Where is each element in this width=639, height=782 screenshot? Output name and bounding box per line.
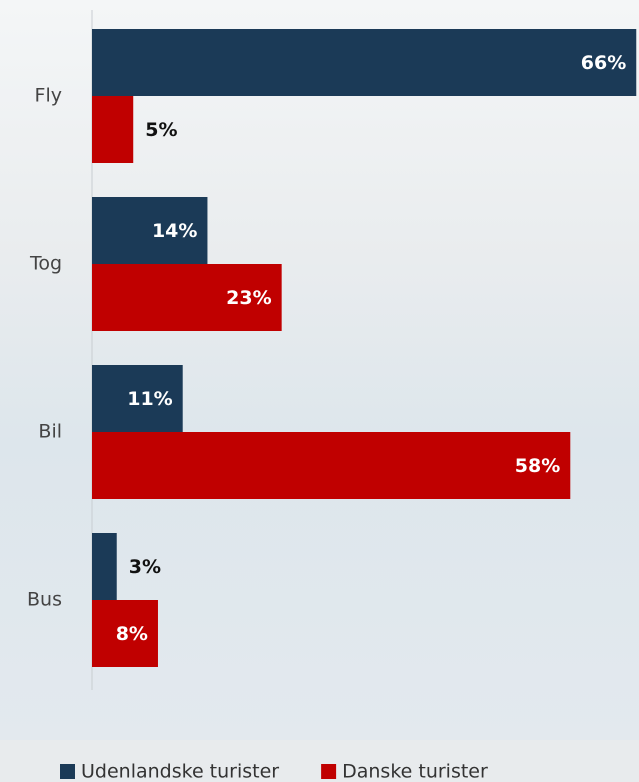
bar — [92, 533, 117, 600]
chart: Fly 66% 5% Tog 14% 23% Bil 11% 58% Bus 3% 8% Udenlan… — [0, 0, 639, 782]
legend-label: Udenlandske turister — [81, 761, 279, 782]
page: Fly 66% 5% Tog 14% 23% Bil 11% 58% Bus 3% 8% Udenlan… — [0, 0, 639, 782]
data-label: 58% — [515, 455, 560, 477]
data-label: 66% — [581, 52, 626, 74]
legend-label: Danske turister — [342, 761, 488, 782]
legend-swatch — [60, 764, 75, 779]
y-tick-label: Bus — [27, 589, 62, 611]
bar — [92, 96, 133, 163]
data-label: 23% — [226, 287, 271, 309]
y-tick-label: Bil — [38, 421, 62, 443]
data-label: 3% — [129, 556, 161, 578]
data-label: 14% — [152, 220, 197, 242]
data-label: 8% — [116, 623, 148, 645]
y-tick-label: Fly — [35, 85, 62, 107]
bar — [92, 432, 570, 499]
data-label: 11% — [127, 388, 172, 410]
legend-swatch — [321, 764, 336, 779]
y-tick-label: Tog — [29, 253, 62, 275]
bar — [92, 29, 636, 96]
data-label: 5% — [145, 119, 177, 141]
